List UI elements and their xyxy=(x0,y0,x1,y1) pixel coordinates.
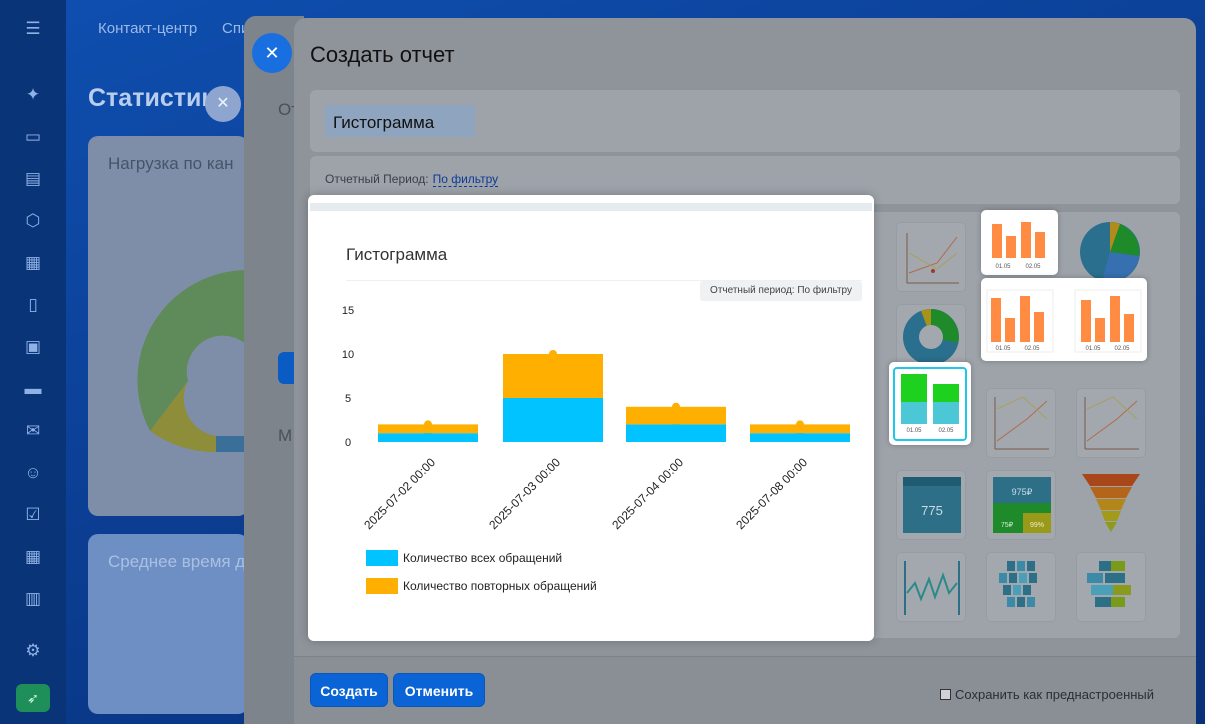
settings-icon[interactable]: ⚙ xyxy=(25,641,41,660)
y-tick-label: 10 xyxy=(342,349,354,361)
chart-preview-popup: Гистограмма Отчетный период: По фильтру … xyxy=(308,195,874,641)
avg-time-card-title: Среднее время д xyxy=(108,552,246,571)
panel-title: Создать отчет xyxy=(310,42,455,67)
presentation-icon[interactable]: ▣ xyxy=(24,337,42,356)
y-tick-label: 15 xyxy=(342,305,354,317)
bar-chart-icon[interactable]: 01.05 02.05 01.05 02.05 xyxy=(981,278,1147,361)
menu-icon[interactable]: ☰ xyxy=(25,19,41,38)
x-tick-label: 2025-07-04 00:00 xyxy=(609,455,686,532)
tile-pie-chart[interactable] xyxy=(1076,222,1146,292)
bar-segment xyxy=(378,424,478,434)
tile-funnel[interactable] xyxy=(1076,470,1146,540)
page-title: Статистик xyxy=(88,84,214,112)
side-label-2: М xyxy=(278,426,293,445)
kpi-small-1: 975₽ xyxy=(1012,487,1033,497)
topbar-contact-center-link[interactable]: Контакт-центр xyxy=(98,20,198,37)
y-tick-label: 5 xyxy=(345,393,351,405)
calendar-icon[interactable]: ▦ xyxy=(24,253,42,272)
tick-label: 01.05 xyxy=(906,428,922,434)
bar-point xyxy=(672,402,680,411)
preview-title: Гистограмма xyxy=(346,245,448,264)
tile-bar-chart-highlight[interactable]: 01.05 02.05 xyxy=(981,210,1058,275)
cancel-button[interactable]: Отменить xyxy=(393,673,485,707)
bar-point xyxy=(424,420,432,429)
tile-heatmap[interactable] xyxy=(986,552,1056,622)
tile-line-chart-2[interactable] xyxy=(986,388,1056,458)
store-icon[interactable]: ▥ xyxy=(24,589,42,608)
tile-kpi-grid[interactable]: 975₽ 75₽ 99% xyxy=(986,470,1056,540)
tile-gantt[interactable] xyxy=(1076,552,1146,622)
tile-stacked-bar-highlight[interactable]: 01.05 02.05 xyxy=(889,362,971,445)
bar-point xyxy=(796,420,804,429)
tick-label: 02.05 xyxy=(1114,346,1130,352)
topbar-second-link[interactable]: Спи xyxy=(222,20,250,37)
save-preset-label: Сохранить как преднастроенный xyxy=(955,687,1155,702)
x-tick-label: 2025-07-08 00:00 xyxy=(733,455,810,532)
tick-label: 02.05 xyxy=(1025,264,1041,270)
period-label-text: Отчетный Период: xyxy=(325,172,429,186)
legend-label-all: Количество всех обращений xyxy=(403,551,563,565)
rocket-icon[interactable]: ➶ xyxy=(16,684,50,712)
legend-swatch-all xyxy=(366,550,398,566)
close-icon[interactable]: ✕ xyxy=(205,86,241,122)
avg-time-card: Среднее время д xyxy=(88,534,248,714)
document-icon[interactable]: ▤ xyxy=(24,169,42,188)
bar-segment xyxy=(750,433,850,442)
bar-point xyxy=(549,350,557,358)
side-label-1: От xyxy=(278,100,300,119)
bar-segment xyxy=(378,433,478,442)
donut-chart xyxy=(137,269,248,453)
period-badge: Отчетный период: По фильтру xyxy=(700,281,862,301)
users-icon[interactable]: ☺ xyxy=(24,463,42,482)
kpi-value: 775 xyxy=(921,503,943,518)
tile-line-chart-3[interactable] xyxy=(1076,388,1146,458)
tick-label: 01.05 xyxy=(995,346,1011,352)
period-filter-link[interactable]: По фильтру xyxy=(432,172,499,187)
x-tick-label: 2025-07-02 00:00 xyxy=(361,455,438,532)
tile-line-chart-1[interactable] xyxy=(896,222,966,292)
tick-label: 01.05 xyxy=(1085,346,1101,352)
file-icon[interactable]: ▯ xyxy=(28,295,38,314)
hexagon-icon[interactable]: ⬡ xyxy=(25,211,41,230)
bar-segment xyxy=(503,398,603,442)
tile-bar-chart-pair-highlight: 01.05 02.05 01.05 02.05 xyxy=(981,278,1147,361)
chat-icon[interactable]: ▭ xyxy=(24,127,42,146)
bar-segment xyxy=(626,406,726,425)
tick-label: 01.05 xyxy=(995,264,1011,270)
tile-kpi-number[interactable]: 775 xyxy=(896,470,966,540)
save-preset-checkbox[interactable] xyxy=(940,689,951,700)
schedule-icon[interactable]: ▦ xyxy=(24,547,42,566)
tile-sparkline[interactable] xyxy=(896,552,966,622)
close-slider-button[interactable]: ✕ xyxy=(252,33,292,73)
stacked-bar-icon: 01.05 02.05 xyxy=(893,367,967,441)
puzzle-icon[interactable]: ✦ xyxy=(25,85,41,104)
kpi-small-3: 99% xyxy=(1030,522,1044,529)
tick-label: 02.05 xyxy=(938,428,954,434)
tick-label: 02.05 xyxy=(1024,346,1040,352)
create-button[interactable]: Создать xyxy=(310,673,388,707)
preview-topbar xyxy=(310,203,872,211)
load-card-title: Нагрузка по кан xyxy=(108,154,234,173)
checkbox-icon[interactable]: ☑ xyxy=(25,505,41,524)
load-card: Нагрузка по кан xyxy=(88,136,248,516)
divider xyxy=(346,280,862,281)
panel-footer: Создать Отменить Сохранить как преднастр… xyxy=(294,656,1196,724)
period-label: Отчетный Период: По фильтру xyxy=(325,172,499,187)
mail-icon[interactable]: ✉ xyxy=(25,421,41,440)
kpi-small-2: 75₽ xyxy=(1001,521,1014,529)
save-preset-option[interactable]: Сохранить как преднастроенный xyxy=(940,687,1154,702)
legend-label-repeat: Количество повторных обращений xyxy=(403,579,597,593)
bar-segment xyxy=(503,354,603,398)
bar-chart-icon: 01.05 02.05 xyxy=(992,222,1045,270)
y-tick-label: 0 xyxy=(345,437,351,449)
left-rail: ☰ ✦ ▭ ▤ ⬡ ▦ ▯ ▣ ▬ ✉ ☺ ☑ ▦ ▥ ⚙ ➶ xyxy=(0,0,66,724)
histogram-chart: 0 5 10 15 2025-07-02 00:00 2025-07-03 00:00 20… xyxy=(342,305,850,532)
card-icon[interactable]: ▬ xyxy=(24,379,42,398)
bar-segment xyxy=(750,424,850,434)
report-name-block: Гистограмма xyxy=(310,90,1180,152)
x-tick-label: 2025-07-03 00:00 xyxy=(486,455,563,532)
legend-swatch-repeat xyxy=(366,578,398,594)
bar-segment xyxy=(626,424,726,442)
report-name-input[interactable]: Гистограмма xyxy=(325,105,475,137)
